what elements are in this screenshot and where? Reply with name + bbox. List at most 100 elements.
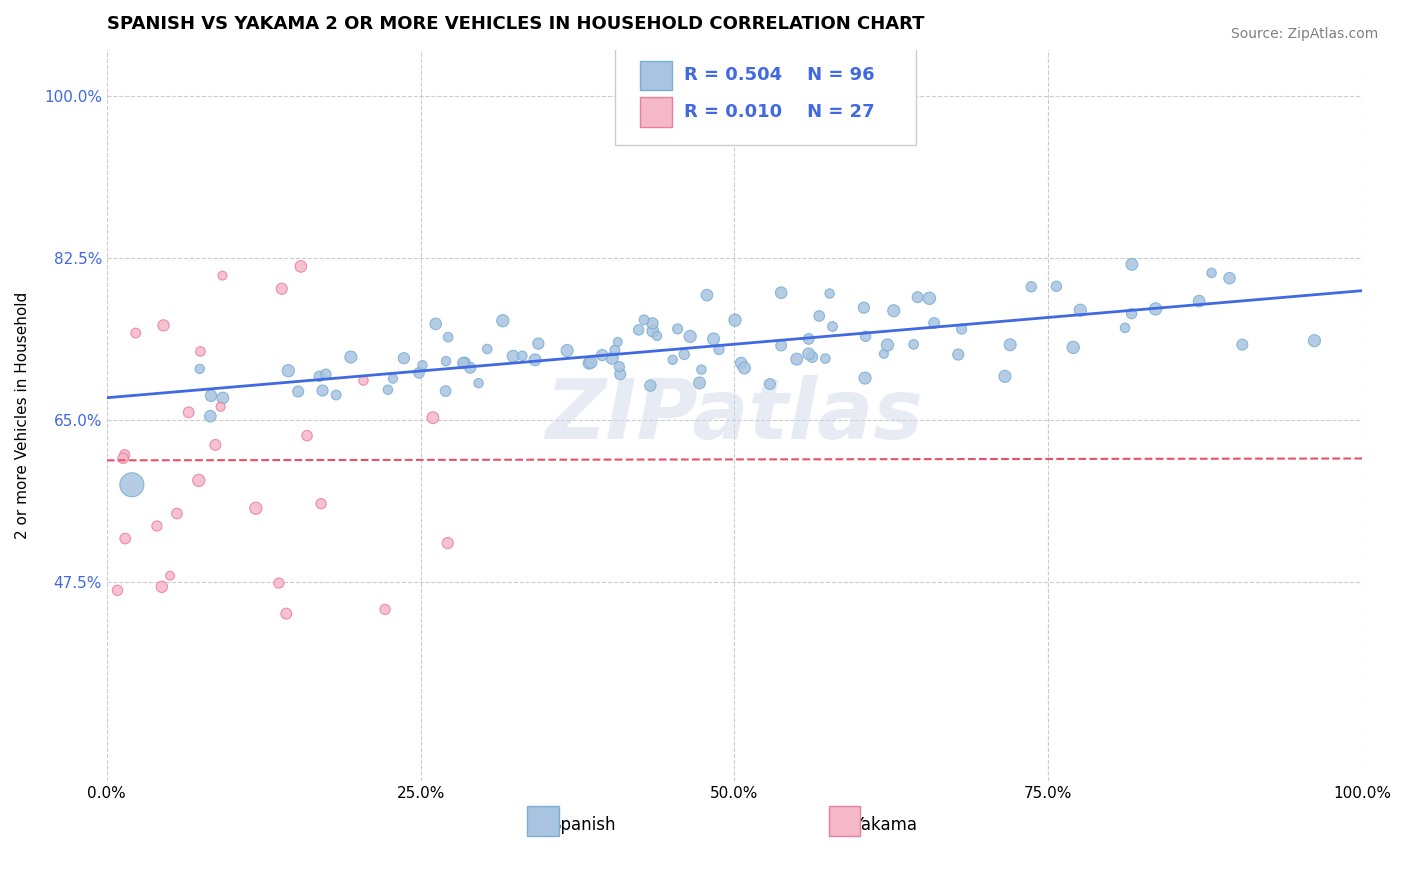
Spanish bbox=[1188, 294, 1211, 309]
Spanish bbox=[453, 356, 475, 370]
Spanish bbox=[633, 313, 655, 327]
FancyBboxPatch shape bbox=[616, 43, 917, 145]
Yakama bbox=[146, 519, 169, 533]
Spanish bbox=[759, 377, 782, 392]
Spanish bbox=[661, 352, 683, 367]
Yakama bbox=[422, 410, 444, 425]
Spanish bbox=[434, 384, 457, 398]
Spanish bbox=[641, 324, 664, 338]
Spanish bbox=[950, 322, 973, 336]
Spanish bbox=[1114, 321, 1136, 335]
Spanish bbox=[1062, 340, 1084, 354]
Yakama bbox=[125, 326, 148, 340]
Spanish bbox=[555, 343, 578, 358]
Spanish bbox=[392, 351, 415, 366]
Text: Yakama: Yakama bbox=[853, 816, 917, 834]
Spanish bbox=[994, 369, 1017, 384]
Spanish bbox=[1144, 301, 1167, 316]
Spanish bbox=[883, 303, 905, 318]
Spanish bbox=[600, 351, 623, 366]
Yakama bbox=[290, 260, 312, 274]
Spanish bbox=[666, 322, 689, 336]
Yakama bbox=[245, 501, 267, 516]
Spanish bbox=[673, 347, 696, 361]
Spanish bbox=[948, 347, 970, 361]
Yakama bbox=[276, 607, 298, 621]
FancyBboxPatch shape bbox=[527, 806, 558, 836]
Spanish bbox=[852, 301, 875, 315]
Spanish bbox=[524, 352, 547, 367]
Yakama bbox=[270, 282, 292, 296]
Spanish bbox=[512, 349, 534, 363]
Spanish bbox=[381, 372, 404, 386]
Text: Source: ZipAtlas.com: Source: ZipAtlas.com bbox=[1230, 27, 1378, 41]
Spanish bbox=[477, 342, 499, 356]
Spanish bbox=[200, 389, 222, 403]
Spanish bbox=[458, 360, 481, 375]
Yakama bbox=[211, 268, 233, 283]
Spanish bbox=[730, 356, 752, 370]
Spanish bbox=[808, 309, 831, 323]
Spanish bbox=[1121, 307, 1143, 321]
Spanish bbox=[527, 336, 550, 351]
Yakama bbox=[177, 405, 200, 419]
Spanish bbox=[918, 291, 941, 305]
Yakama bbox=[436, 536, 458, 550]
Spanish bbox=[609, 368, 631, 382]
Spanish bbox=[451, 356, 474, 370]
Text: SPANISH VS YAKAMA 2 OR MORE VEHICLES IN HOUSEHOLD CORRELATION CHART: SPANISH VS YAKAMA 2 OR MORE VEHICLES IN … bbox=[107, 15, 924, 33]
Yakama bbox=[187, 474, 209, 488]
Yakama bbox=[295, 428, 318, 442]
Spanish bbox=[411, 358, 433, 372]
FancyBboxPatch shape bbox=[828, 806, 860, 836]
Text: ZIPatlas: ZIPatlas bbox=[546, 375, 924, 456]
Spanish bbox=[606, 334, 628, 349]
Text: Spanish: Spanish bbox=[551, 816, 616, 834]
Yakama bbox=[353, 374, 375, 388]
Spanish bbox=[212, 391, 235, 405]
FancyBboxPatch shape bbox=[640, 61, 672, 90]
Spanish bbox=[311, 384, 333, 398]
Spanish bbox=[814, 351, 837, 366]
Spanish bbox=[425, 317, 447, 331]
Spanish bbox=[200, 409, 222, 424]
Spanish bbox=[907, 290, 929, 304]
Spanish bbox=[873, 347, 896, 361]
Yakama bbox=[114, 532, 136, 546]
Spanish bbox=[922, 316, 945, 330]
Spanish bbox=[696, 288, 718, 302]
Text: R = 0.010    N = 27: R = 0.010 N = 27 bbox=[685, 103, 875, 121]
Y-axis label: 2 or more Vehicles in Household: 2 or more Vehicles in Household bbox=[15, 292, 30, 539]
Text: R = 0.504    N = 96: R = 0.504 N = 96 bbox=[685, 66, 875, 85]
Spanish bbox=[855, 329, 877, 343]
Spanish bbox=[903, 337, 925, 351]
Spanish bbox=[467, 376, 489, 391]
Spanish bbox=[770, 285, 793, 300]
Yakama bbox=[152, 318, 174, 333]
Spanish bbox=[340, 350, 363, 364]
Spanish bbox=[797, 332, 820, 346]
Spanish bbox=[1045, 279, 1067, 293]
Spanish bbox=[502, 349, 524, 363]
Spanish bbox=[724, 313, 747, 327]
Spanish bbox=[876, 338, 898, 352]
Spanish bbox=[121, 477, 143, 491]
Spanish bbox=[315, 368, 337, 382]
Spanish bbox=[1121, 257, 1143, 271]
Spanish bbox=[679, 329, 702, 343]
Spanish bbox=[609, 359, 631, 374]
Spanish bbox=[1218, 271, 1240, 285]
Spanish bbox=[733, 361, 755, 376]
Spanish bbox=[801, 350, 824, 364]
Yakama bbox=[204, 438, 226, 452]
Yakama bbox=[267, 576, 290, 591]
Yakama bbox=[114, 448, 136, 462]
Spanish bbox=[853, 371, 876, 385]
Yakama bbox=[159, 568, 181, 582]
Spanish bbox=[689, 376, 711, 390]
Spanish bbox=[437, 330, 460, 344]
Spanish bbox=[1069, 303, 1091, 318]
FancyBboxPatch shape bbox=[640, 97, 672, 127]
Yakama bbox=[150, 580, 173, 594]
Spanish bbox=[591, 348, 613, 362]
